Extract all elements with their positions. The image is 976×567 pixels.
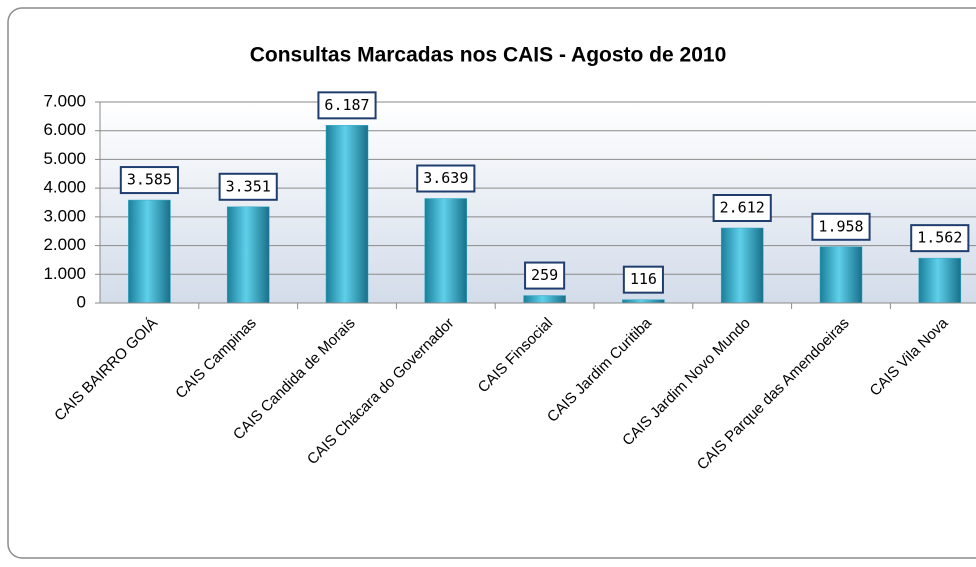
data-label: 116	[630, 270, 657, 288]
data-label: 3.639	[423, 169, 468, 187]
data-label: 6.187	[324, 96, 369, 114]
data-label-box	[416, 164, 476, 193]
bar	[424, 198, 468, 304]
data-label-box	[218, 172, 278, 201]
chart-title: Consultas Marcadas nos CAIS - Agosto de …	[250, 44, 727, 67]
bars	[128, 125, 962, 304]
y-tick-label: 6.000	[43, 120, 86, 139]
data-label-box	[524, 261, 566, 290]
bar	[819, 246, 863, 304]
y-tick-label: 3.000	[43, 206, 86, 225]
data-label: 3.351	[226, 177, 271, 195]
bar	[128, 199, 171, 304]
data-label-box	[811, 212, 871, 241]
y-tick-label: 0	[77, 292, 86, 311]
bar	[918, 257, 962, 304]
data-label-box	[317, 91, 377, 120]
data-label: 2.612	[720, 198, 765, 216]
data-label: 259	[531, 266, 558, 284]
data-label-box	[712, 193, 772, 222]
y-tick-label: 1.000	[43, 264, 86, 283]
data-label-box	[119, 166, 179, 195]
data-label-box	[910, 224, 970, 253]
data-label: 1.562	[917, 229, 962, 247]
bar	[720, 227, 764, 304]
data-label-box	[622, 265, 664, 294]
bar	[226, 206, 270, 304]
data-label: 3.585	[127, 171, 172, 189]
y-tick-label: 2.000	[43, 235, 86, 254]
data-label: 1.958	[818, 217, 863, 235]
y-tick-label: 5.000	[43, 149, 86, 168]
y-tick-label: 4.000	[43, 178, 86, 197]
bar	[523, 295, 566, 304]
bar	[325, 125, 369, 304]
y-tick-label: 7.000	[43, 91, 86, 110]
